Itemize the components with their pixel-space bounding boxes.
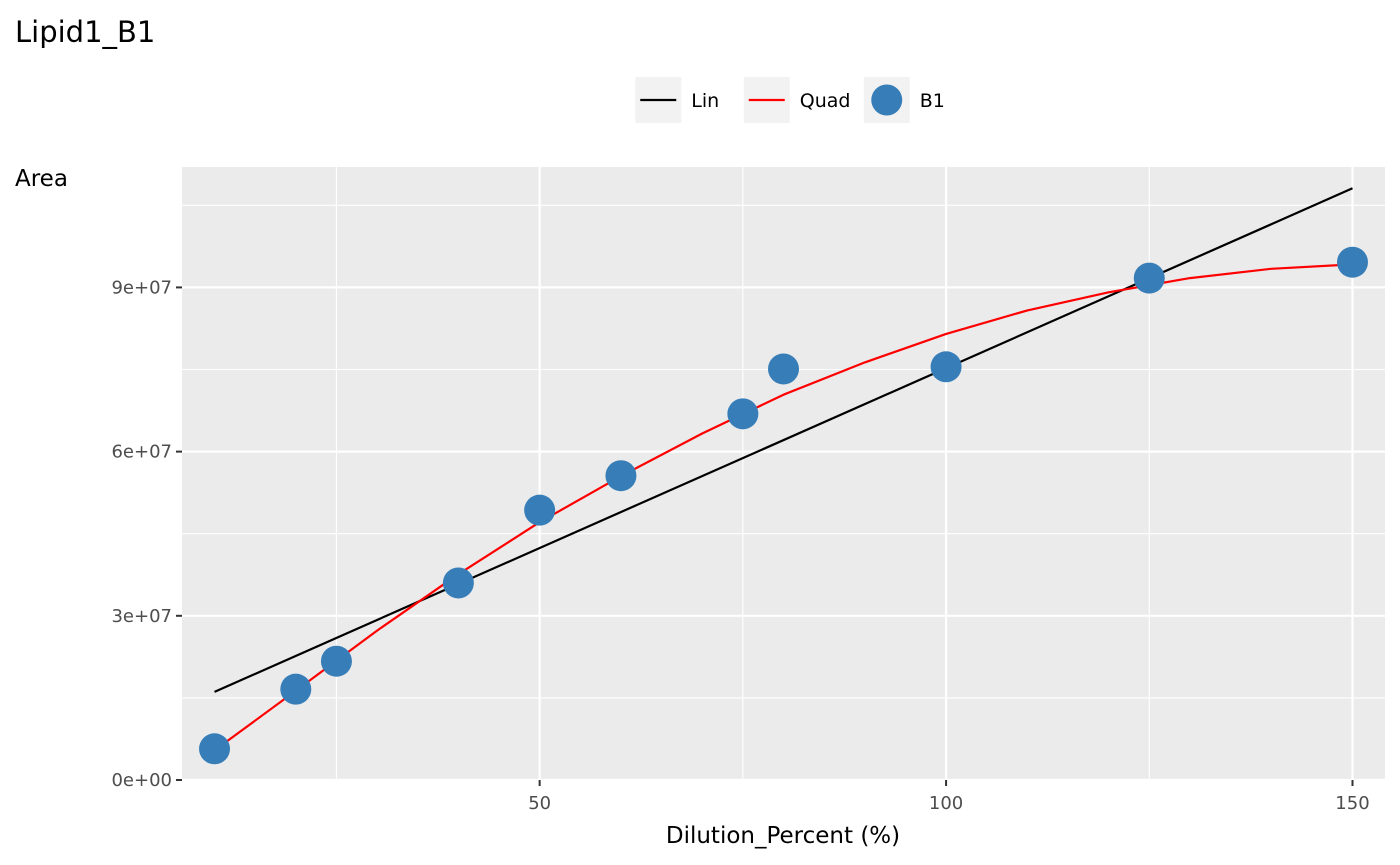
- data-point: [320, 645, 352, 677]
- x-axis-title: Dilution_Percent (%): [666, 823, 900, 849]
- data-point: [442, 567, 474, 599]
- data-point: [1336, 246, 1368, 278]
- legend-label: B1: [920, 90, 945, 112]
- y-tick-label: 9e+07: [111, 277, 172, 298]
- legend-item-lin: Lin: [635, 77, 719, 123]
- y-tick-label: 0e+00: [111, 770, 172, 791]
- data-point: [605, 460, 637, 492]
- legend: Lin Quad B1: [635, 77, 945, 123]
- chart-title: Lipid1_B1: [15, 15, 155, 49]
- legend-item-quad: Quad: [743, 77, 851, 123]
- legend-label: Lin: [691, 90, 719, 112]
- data-point: [727, 398, 759, 430]
- x-tick-label: 150: [1335, 793, 1369, 814]
- x-tick-label: 50: [528, 793, 551, 814]
- y-tick-label: 6e+07: [111, 442, 172, 463]
- y-tick-label: 3e+07: [111, 606, 172, 627]
- legend-item-b1: B1: [863, 77, 945, 123]
- legend-label: Quad: [800, 90, 851, 112]
- y-axis-title: Area: [15, 166, 68, 192]
- legend-point-swatch: [871, 84, 903, 116]
- data-point: [199, 733, 231, 765]
- data-point: [524, 494, 556, 526]
- axes: 50 100 150 0e+00 3e+07 6e+07 9e+07: [111, 277, 1369, 814]
- data-point: [768, 353, 799, 385]
- x-tick-label: 100: [929, 793, 963, 814]
- data-point: [1133, 262, 1165, 294]
- plot-panel: [182, 167, 1385, 780]
- series-layer: [199, 187, 1368, 765]
- data-point: [930, 351, 962, 383]
- data-point: [280, 673, 312, 705]
